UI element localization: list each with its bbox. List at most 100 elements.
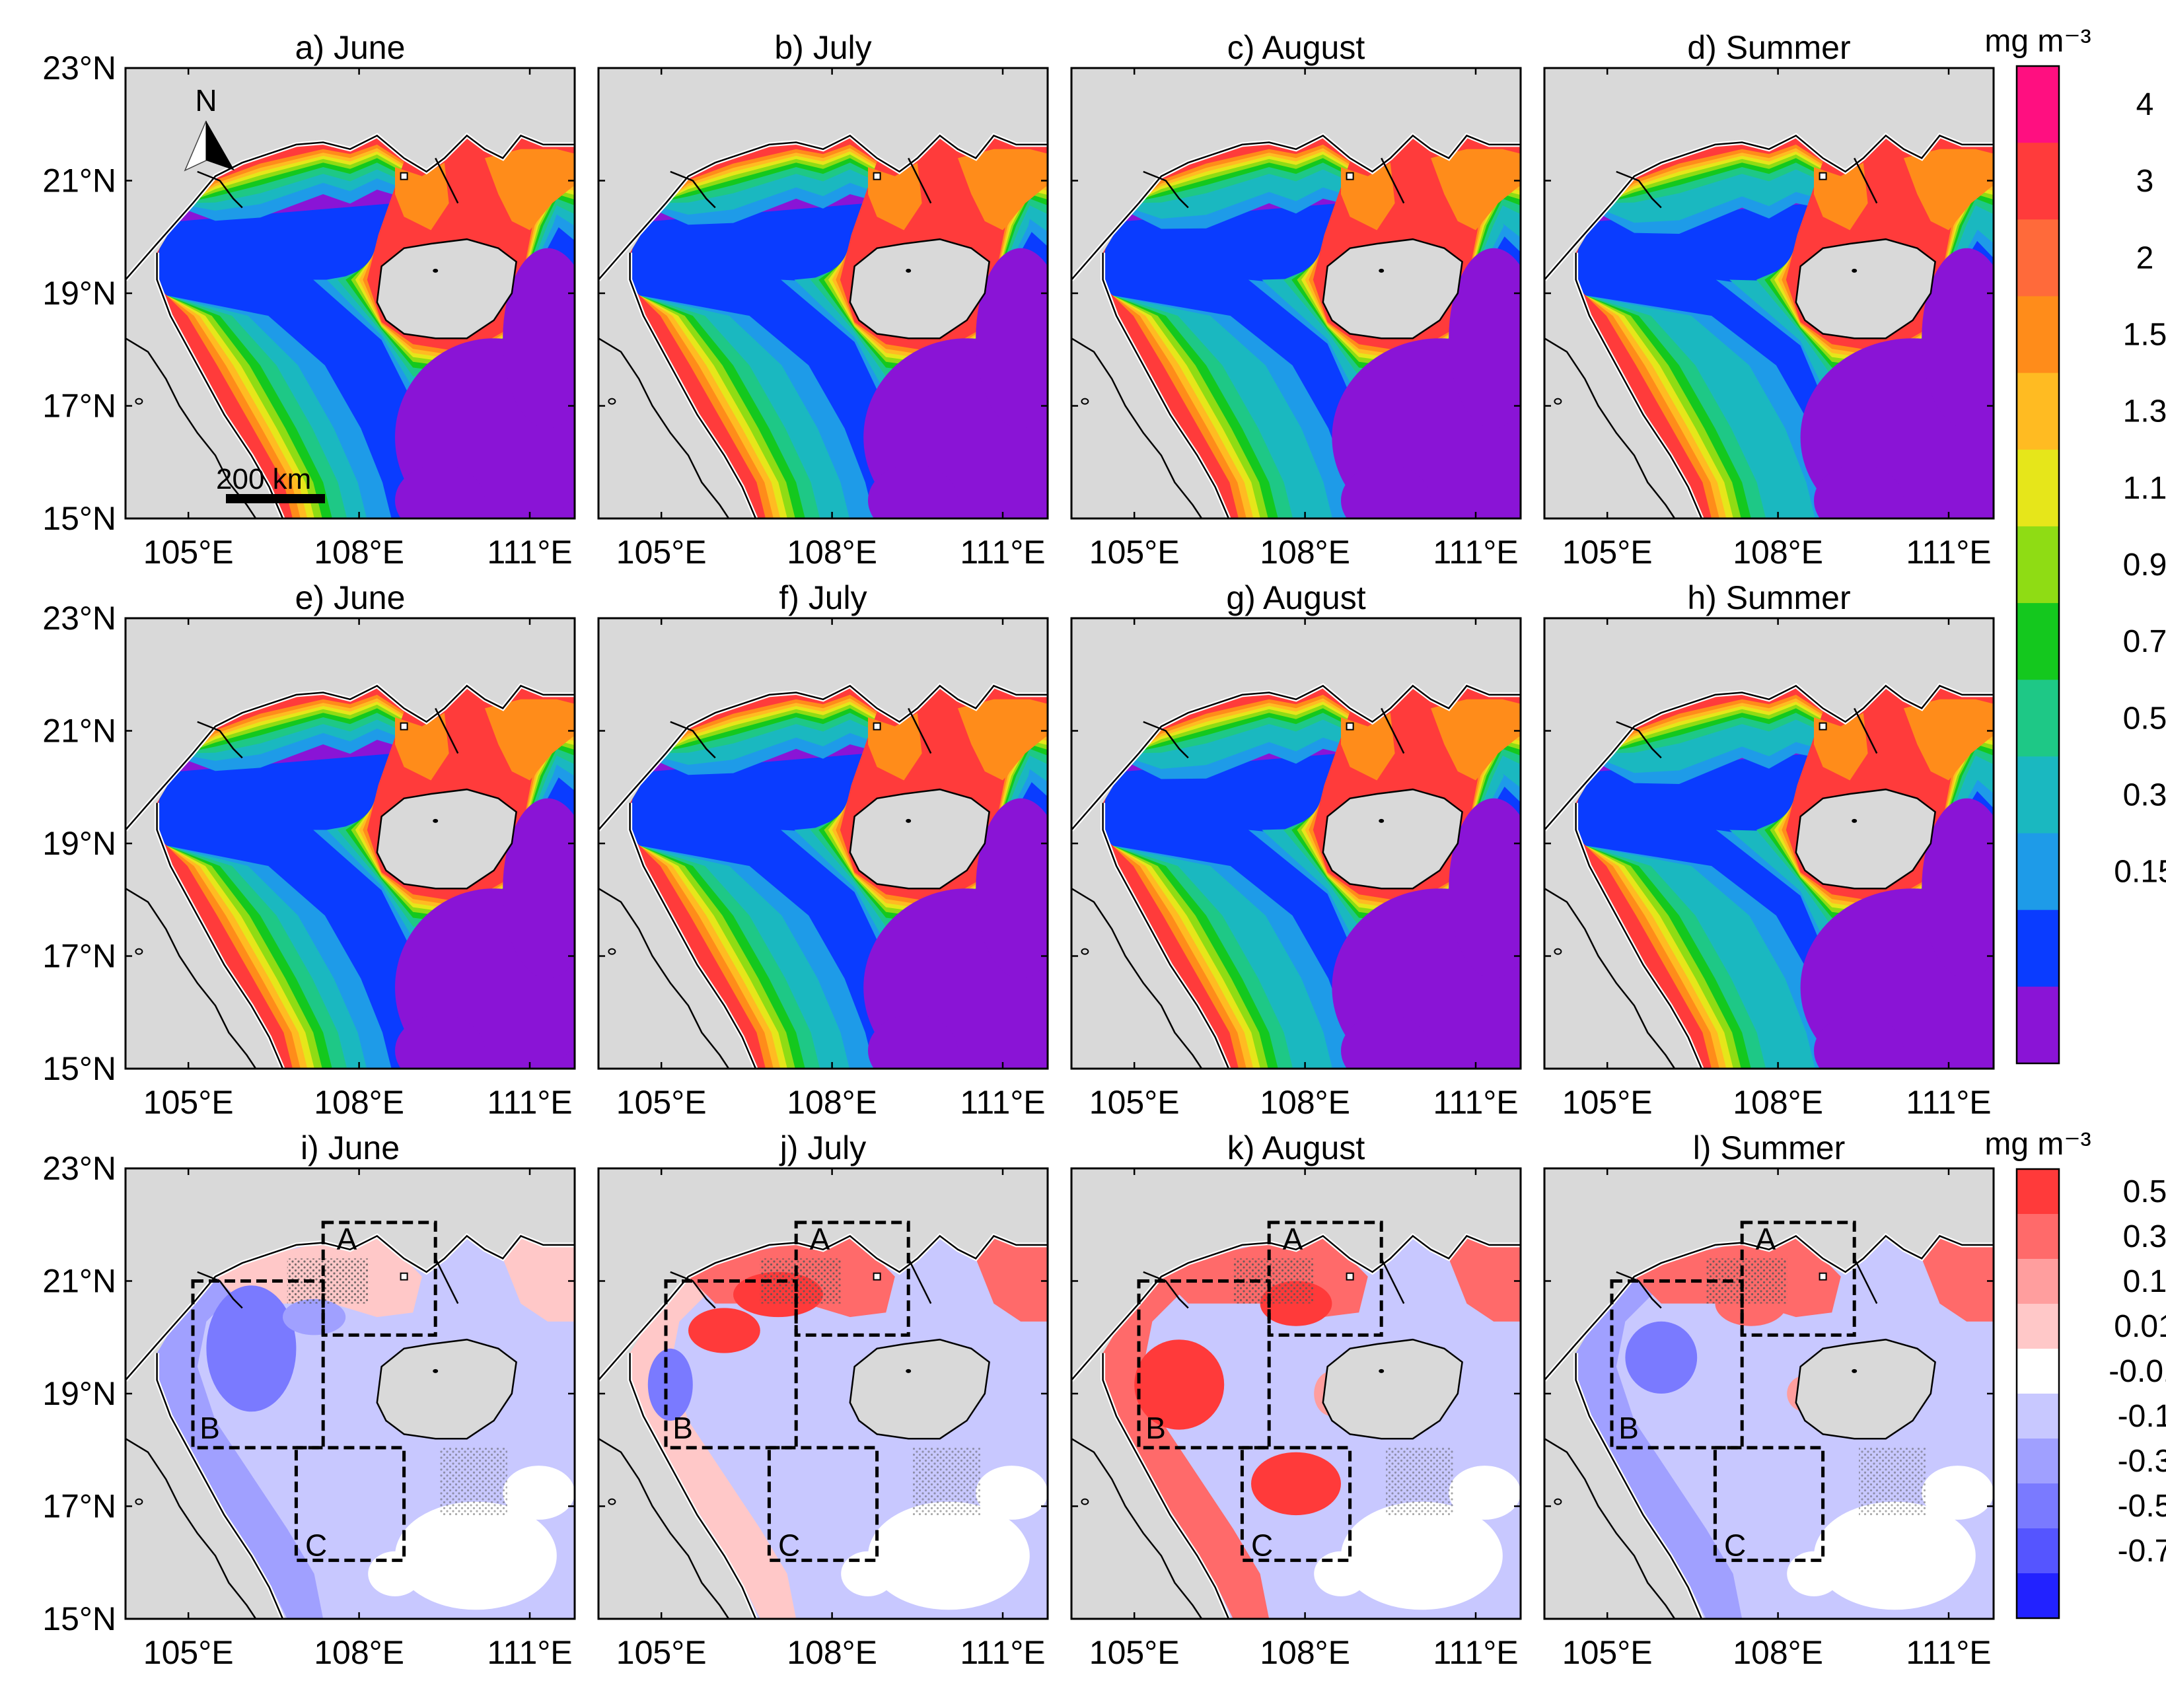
colorbar-tick-label: 1.3 xyxy=(2123,394,2166,429)
region-box xyxy=(1240,1446,1352,1562)
border-line xyxy=(1616,721,1662,759)
lon-tick-label: 111°E xyxy=(1433,1084,1518,1121)
panel-title: b) July xyxy=(774,29,871,66)
panel-title: h) Summer xyxy=(1687,579,1850,616)
colorbar-chlorophyll: mg m⁻³ 4 3 2 1.5 1.3 1.1 0.9 0.7 0.5 0.3 0.15 xyxy=(1984,24,2166,1065)
lat-tick-label: 17°N xyxy=(42,938,116,975)
colorbar-swatch xyxy=(2017,373,2059,450)
border-line xyxy=(1544,338,1676,518)
border-line xyxy=(435,707,459,754)
colorbar-swatch xyxy=(2017,1483,2059,1529)
land-hainan xyxy=(849,1338,990,1440)
land-hainan xyxy=(849,238,990,339)
lat-tick-label: 17°N xyxy=(42,1488,116,1525)
colorbar-tick-label: -0.3 xyxy=(2118,1444,2166,1479)
border-line xyxy=(670,170,716,209)
colorbar-swatch xyxy=(2017,1304,2059,1349)
coastline xyxy=(1544,134,1994,281)
panel-title: f) July xyxy=(779,579,867,616)
border-line xyxy=(1071,338,1203,518)
lat-tick-label: 15°N xyxy=(42,500,116,537)
north-label: N xyxy=(195,83,217,118)
lon-tick-label: 105°E xyxy=(1089,1084,1180,1121)
lat-tick-label: 15°N xyxy=(42,1600,116,1637)
land-hainan xyxy=(1322,238,1463,339)
border-line xyxy=(1143,1271,1189,1309)
lon-tick-label: 111°E xyxy=(1433,534,1518,571)
land-mainland xyxy=(126,1168,575,1619)
colorbar-tick-label: 2 xyxy=(2136,240,2154,275)
colorbar-swatch xyxy=(2017,756,2059,834)
panel-title: l) Summer xyxy=(1693,1129,1846,1166)
coastline xyxy=(1544,684,1994,831)
colorbar-swatch xyxy=(2017,526,2059,604)
lon-tick-label: 111°E xyxy=(1433,1634,1518,1671)
region-box xyxy=(1610,1279,1744,1450)
scale-bar-label: 200 km xyxy=(216,463,311,495)
map-panel-11: l) Summer 105°E 108°E 111°E A B C xyxy=(1543,1129,1995,1671)
map-panel-3: d) Summer 105°E 108°E 111°E xyxy=(1543,29,1995,571)
lon-tick-label: 111°E xyxy=(1906,534,1991,571)
lat-tick-label: 23°N xyxy=(42,50,116,87)
colorbar-swatch xyxy=(2017,449,2059,527)
map-panel-9: j) July 105°E 108°E 111°E A B C xyxy=(597,1129,1049,1671)
lat-tick-label: 19°N xyxy=(42,1375,116,1412)
region-label: C xyxy=(305,1528,327,1563)
lon-tick-label: 108°E xyxy=(1733,1634,1823,1671)
colorbar-swatch xyxy=(2017,909,2059,987)
colorbar-swatch xyxy=(2017,1394,2059,1439)
border-line xyxy=(126,1438,257,1619)
colorbar-tick-label: 1.5 xyxy=(2123,318,2166,353)
lon-tick-label: 105°E xyxy=(1562,1634,1653,1671)
lon-tick-label: 108°E xyxy=(314,534,404,571)
land-mainland xyxy=(1071,68,1521,518)
lat-tick-label: 15°N xyxy=(42,1050,116,1087)
land-hainan xyxy=(849,788,990,890)
panel-title: e) June xyxy=(295,579,406,616)
coastline xyxy=(126,134,575,281)
lon-tick-label: 105°E xyxy=(616,534,707,571)
colorbar-tick-label: 0.01 xyxy=(2114,1309,2166,1344)
land-hainan xyxy=(1795,788,1936,890)
map-panel-2: c) August 105°E 108°E 111°E xyxy=(1070,29,1522,571)
colorbar-tick-label: 0.3 xyxy=(2123,777,2166,812)
region-box xyxy=(664,1279,798,1450)
lon-tick-label: 105°E xyxy=(1562,1084,1653,1121)
lon-tick-label: 111°E xyxy=(487,534,572,571)
colorbar-tick-label: 0.3 xyxy=(2123,1219,2166,1254)
map-panel-0: a) June 105°E 108°E 111°E 23°N 21°N 19°N 17°N 15… xyxy=(42,29,576,571)
colorbar-swatch xyxy=(2017,143,2059,220)
border-line xyxy=(1381,157,1405,204)
lat-tick-label: 21°N xyxy=(42,713,116,750)
border-line xyxy=(1071,1438,1203,1619)
colorbar-tick-label: -0.1 xyxy=(2118,1399,2166,1434)
land-hainan xyxy=(1795,238,1936,339)
colorbar-swatch xyxy=(2017,1259,2059,1304)
lat-tick-label: 19°N xyxy=(42,825,116,862)
region-label: A xyxy=(810,1222,830,1256)
colorbar-tick-label: 3 xyxy=(2136,164,2154,199)
north-arrow: N xyxy=(184,83,235,172)
coastline xyxy=(1071,1234,1521,1381)
land-hainan xyxy=(376,788,517,890)
colorbar-tick-label: -0.5 xyxy=(2118,1489,2166,1524)
lon-tick-label: 105°E xyxy=(1089,1634,1180,1671)
panel-title: g) August xyxy=(1226,579,1365,616)
panel-title: i) June xyxy=(301,1129,400,1166)
map-panel-7: h) Summer 105°E 108°E 111°E xyxy=(1543,579,1995,1121)
lon-tick-label: 108°E xyxy=(1260,1634,1350,1671)
land-mainland xyxy=(1544,68,1994,518)
colorbar-swatch xyxy=(2017,1573,2059,1619)
land-hainan xyxy=(376,1338,517,1440)
coastline xyxy=(126,1234,575,1381)
colorbar-swatch xyxy=(2017,1169,2059,1215)
lon-tick-label: 108°E xyxy=(1733,534,1823,571)
lon-tick-label: 105°E xyxy=(1089,534,1180,571)
region-box xyxy=(1740,1221,1856,1337)
lat-tick-label: 21°N xyxy=(42,162,116,199)
colorbar-tick-label: -0.01 xyxy=(2109,1354,2166,1389)
region-box xyxy=(1267,1221,1383,1337)
coastline xyxy=(598,1234,1048,1381)
colorbar-swatch xyxy=(2017,680,2059,757)
